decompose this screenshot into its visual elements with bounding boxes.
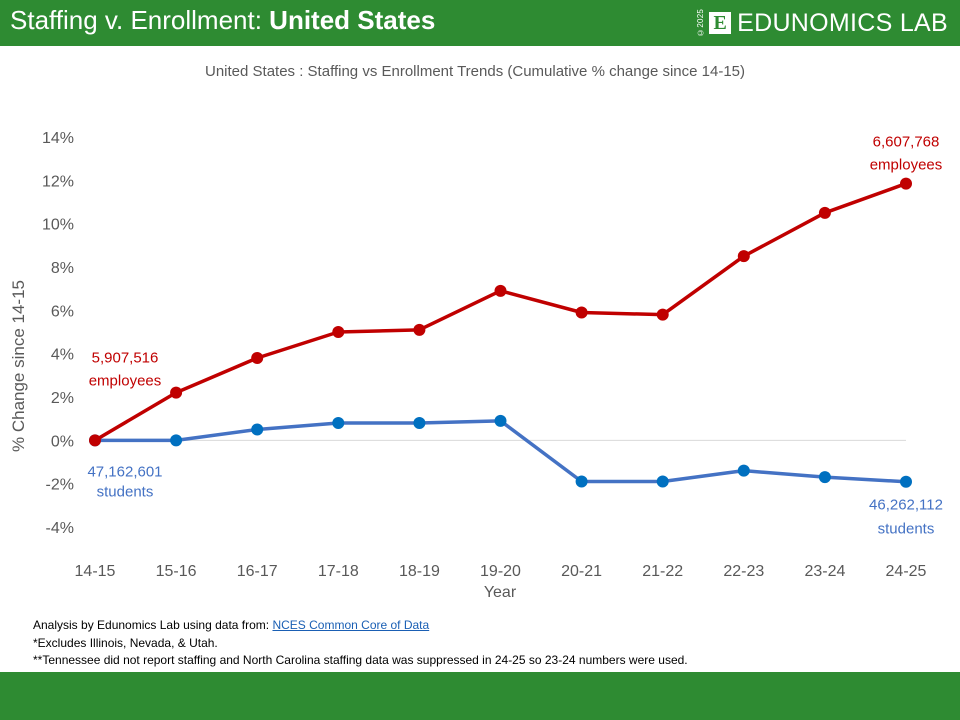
series-layer bbox=[89, 177, 912, 488]
header-bar: Staffing v. Enrollment: United States ©2… bbox=[0, 0, 960, 46]
x-tick-label: 14-15 bbox=[75, 563, 116, 580]
enrollment-line bbox=[95, 419, 907, 484]
enrollment-point bbox=[737, 464, 750, 477]
enrollment-point bbox=[494, 414, 507, 427]
logo-e-icon: E bbox=[709, 12, 732, 34]
enrollment-point bbox=[413, 417, 426, 429]
edunomics-logo: ©2025 E EDUNOMICS LAB bbox=[696, 8, 948, 38]
suppression-note: **Tennessee did not report staffing and … bbox=[33, 653, 688, 667]
x-tick-label: 19-20 bbox=[480, 563, 521, 580]
y-tick-label: -4% bbox=[46, 520, 74, 537]
staffing-line bbox=[94, 181, 907, 442]
x-tick-label: 22-23 bbox=[723, 563, 764, 580]
page-title-prefix: Staffing v. Enrollment: bbox=[10, 5, 270, 35]
staffing-point bbox=[413, 323, 426, 336]
x-tick-label: 18-19 bbox=[399, 563, 440, 580]
enrollment-point bbox=[251, 423, 264, 436]
staffing-point bbox=[737, 250, 750, 263]
x-tick-label: 16-17 bbox=[237, 563, 278, 580]
enrollment-point bbox=[170, 434, 183, 447]
nces-source-link[interactable]: NCES Common Core of Data bbox=[272, 618, 430, 632]
enrollment-point bbox=[332, 417, 345, 429]
staffing-annotation-count: 6,607,768 bbox=[873, 134, 940, 151]
chart-notes: Analysis by Edunomics Lab using data fro… bbox=[33, 617, 688, 670]
staffing-point bbox=[170, 386, 183, 399]
staffing-point bbox=[494, 284, 507, 297]
y-axis-ticks: -4% -2% 0% 2% 4% 6% 8% 10% 12% 14% bbox=[42, 130, 74, 537]
page-title-region: United States bbox=[269, 5, 436, 35]
staffing-annotation-count: 5,907,516 bbox=[92, 349, 159, 366]
staffing-annotation-unit: employees bbox=[870, 157, 943, 174]
y-tick-label: 8% bbox=[51, 260, 74, 277]
y-tick-label: 12% bbox=[42, 173, 74, 190]
enrollment-point bbox=[656, 475, 669, 488]
enrollment-annotation-unit: students bbox=[97, 483, 154, 500]
y-tick-label: 6% bbox=[51, 303, 74, 320]
enrollment-annotation-count: 47,162,601 bbox=[87, 463, 162, 480]
staffing-point bbox=[575, 306, 588, 319]
enrollment-annotation-unit: students bbox=[878, 521, 935, 538]
y-tick-label: 4% bbox=[51, 347, 74, 364]
page-title: Staffing v. Enrollment: United States bbox=[10, 5, 435, 36]
footer-bar bbox=[0, 672, 960, 720]
y-tick-label: 14% bbox=[42, 130, 74, 147]
enrollment-point bbox=[818, 471, 831, 484]
exclusion-note: *Excludes Illinois, Nevada, & Utah. bbox=[33, 635, 218, 650]
y-tick-label: 2% bbox=[51, 390, 74, 407]
staffing-point bbox=[818, 206, 831, 219]
logo-copyright: ©2025 bbox=[696, 9, 706, 37]
enrollment-point bbox=[900, 475, 912, 488]
line-chart: United States : Staffing vs Enrollment T… bbox=[9, 63, 943, 601]
x-tick-label: 24-25 bbox=[886, 563, 927, 580]
y-tick-label: -2% bbox=[46, 477, 74, 494]
x-tick-label: 21-22 bbox=[642, 563, 683, 580]
staffing-point bbox=[251, 352, 264, 364]
y-tick-label: 10% bbox=[42, 217, 74, 234]
enrollment-annotation-count: 46,262,112 bbox=[869, 497, 943, 514]
x-tick-label: 17-18 bbox=[318, 563, 359, 580]
x-tick-label: 23-24 bbox=[804, 563, 845, 580]
staffing-point bbox=[656, 308, 669, 321]
x-tick-label: 15-16 bbox=[156, 563, 197, 580]
x-axis-label: Year bbox=[484, 584, 517, 601]
staffing-point bbox=[332, 326, 345, 338]
logo-text: EDUNOMICS LAB bbox=[737, 8, 948, 37]
x-axis-ticks: 14-15 15-16 16-17 17-18 18-19 19-20 20-21 21-22… bbox=[75, 563, 927, 580]
enrollment-point bbox=[575, 475, 588, 488]
source-note: Analysis by Edunomics Lab using data fro… bbox=[33, 617, 688, 635]
staffing-annotation-unit: employees bbox=[89, 372, 162, 389]
staffing-point bbox=[900, 177, 912, 190]
x-tick-label: 20-21 bbox=[561, 563, 602, 580]
chart-title: United States : Staffing vs Enrollment T… bbox=[205, 63, 745, 80]
annotation-layer: 5,907,516 employees 6,607,768 employees 47,1… bbox=[87, 134, 943, 538]
y-axis-label: % Change since 14-15 bbox=[9, 280, 28, 452]
source-prefix: Analysis by Edunomics Lab using data fro… bbox=[33, 618, 273, 632]
y-tick-label: 0% bbox=[51, 433, 74, 450]
staffing-point bbox=[89, 434, 101, 447]
